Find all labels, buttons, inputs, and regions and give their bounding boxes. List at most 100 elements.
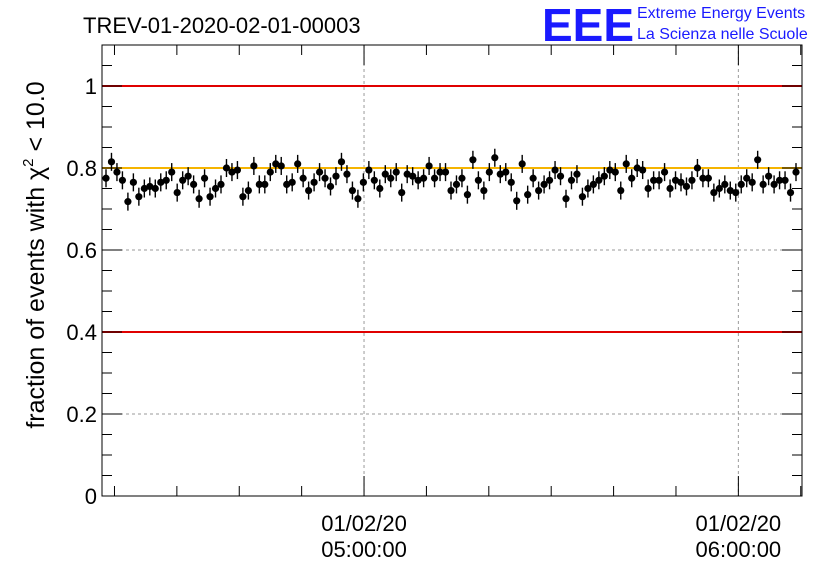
x-tick-label-time: 06:00:00 <box>696 537 782 562</box>
data-point <box>458 174 466 182</box>
data-point <box>107 158 116 166</box>
data-point <box>611 168 619 176</box>
data-point <box>430 174 439 182</box>
data-point <box>299 174 307 182</box>
data-point <box>365 166 373 174</box>
y-tick-label: 0.8 <box>66 156 97 181</box>
data-point <box>184 172 192 180</box>
data-point <box>688 176 696 184</box>
data-point <box>502 168 510 176</box>
data-point <box>732 189 740 197</box>
data-point <box>562 195 570 203</box>
data-point <box>748 178 756 186</box>
data-point <box>113 168 121 176</box>
data-point <box>775 176 784 184</box>
data-point <box>332 172 340 180</box>
data-point <box>606 166 614 174</box>
data-point <box>348 186 357 195</box>
data-point <box>770 180 778 188</box>
data-point <box>715 184 723 193</box>
data-point <box>540 180 548 188</box>
logo-line2: La Scienza nelle Scuole <box>637 26 808 43</box>
data-point <box>283 180 291 188</box>
data-point <box>737 180 745 188</box>
data-point <box>480 186 488 195</box>
data-point <box>639 166 647 174</box>
data-point <box>266 168 274 176</box>
data-point <box>628 174 636 182</box>
y-axis-label-symbol: χ <box>22 167 50 180</box>
data-point <box>655 176 663 184</box>
data-point <box>151 184 159 193</box>
data-point <box>589 180 597 188</box>
data-point <box>250 162 258 170</box>
data-point <box>255 180 263 188</box>
data-point <box>452 180 461 188</box>
data-point <box>600 172 608 180</box>
data-point <box>699 174 707 182</box>
data-point <box>633 164 641 172</box>
data-point <box>743 174 751 182</box>
x-tick-label-date: 01/02/20 <box>321 511 407 536</box>
data-point <box>420 174 428 182</box>
data-point <box>124 198 132 206</box>
data-point <box>190 180 198 188</box>
data-point <box>529 174 537 182</box>
y-axis-label: fraction of events with χ2 < 10.0 <box>20 81 50 428</box>
data-point <box>135 193 143 201</box>
data-point <box>277 162 285 170</box>
data-points <box>102 148 800 211</box>
data-point <box>436 168 444 176</box>
data-point <box>118 176 127 184</box>
data-point <box>491 154 499 162</box>
data-point <box>573 170 581 178</box>
data-point <box>535 186 543 195</box>
data-point <box>496 170 504 178</box>
grid-layer <box>102 45 802 496</box>
data-point <box>162 176 170 184</box>
data-point <box>200 174 209 182</box>
data-point <box>315 168 324 176</box>
data-point <box>578 193 587 201</box>
data-point <box>179 176 187 184</box>
data-point <box>359 178 367 186</box>
y-axis-label-prefix: fraction of events with <box>22 180 50 429</box>
data-point <box>792 168 800 176</box>
data-point <box>206 193 214 201</box>
data-point <box>354 195 362 203</box>
data-point <box>765 172 773 180</box>
data-point <box>228 168 236 176</box>
data-point <box>102 174 110 182</box>
data-point <box>398 189 406 197</box>
data-point <box>622 160 630 168</box>
data-point <box>693 164 702 172</box>
plot-frame <box>101 44 803 497</box>
x-tick-label-time: 05:00:00 <box>321 537 407 562</box>
data-point <box>140 184 148 193</box>
data-point <box>650 176 658 184</box>
data-point <box>666 184 674 193</box>
data-point <box>239 193 247 201</box>
logo-line1: Extreme Energy Events <box>637 5 805 22</box>
data-point <box>469 156 477 164</box>
logo-mark: EEE <box>542 0 634 51</box>
data-point <box>414 176 422 184</box>
data-point <box>474 176 482 184</box>
data-point <box>157 178 165 186</box>
chart-title: TREV-01-2020-02-01-00003 <box>83 13 361 38</box>
data-point <box>425 162 433 170</box>
y-tick-label: 0 <box>85 484 97 509</box>
data-point <box>617 186 625 195</box>
data-point <box>704 174 712 182</box>
data-point <box>721 180 729 188</box>
data-point <box>485 168 493 176</box>
data-point <box>507 178 515 186</box>
data-point <box>337 158 346 166</box>
data-point <box>294 160 302 168</box>
x-tick-label-date: 01/02/20 <box>696 511 782 536</box>
data-point <box>217 180 225 188</box>
reference-lines <box>102 85 802 333</box>
data-point <box>682 182 691 191</box>
data-point <box>595 176 603 184</box>
